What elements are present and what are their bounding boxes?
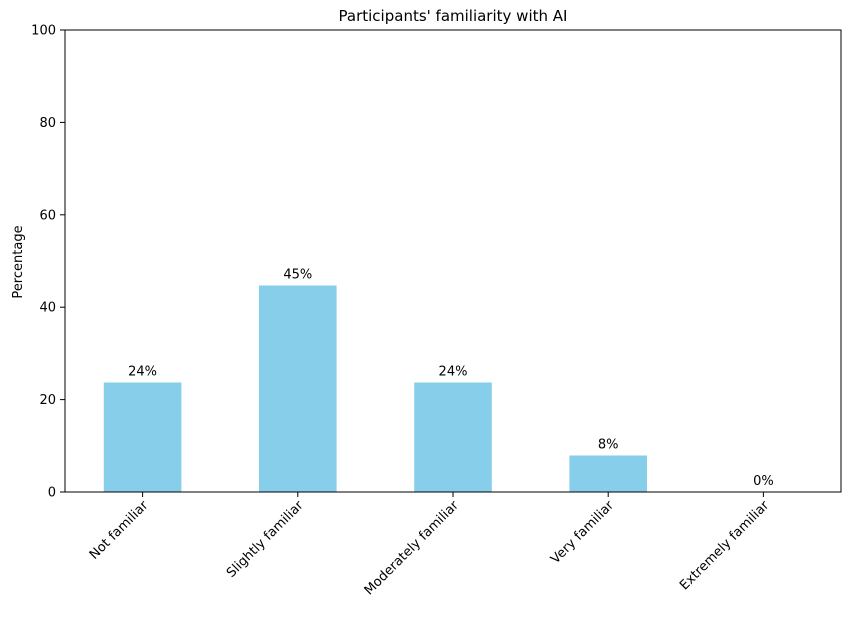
bars-group: 24% 45% 24% 8% 0% xyxy=(103,267,774,492)
data-label: 8% xyxy=(598,438,619,453)
data-label: 45% xyxy=(283,267,312,282)
x-tick-label: Slightly familiar xyxy=(224,498,307,581)
data-label: 24% xyxy=(128,365,157,380)
data-label: 24% xyxy=(439,365,468,380)
y-tick-label: 60 xyxy=(39,208,56,223)
chart-title: Participants' familiarity with AI xyxy=(339,7,568,25)
x-tick-label: Moderately familiar xyxy=(362,498,463,599)
y-axis-label: Percentage xyxy=(11,225,26,298)
y-tick-label: 100 xyxy=(31,24,56,39)
y-tick-label: 0 xyxy=(48,486,56,501)
data-label: 0% xyxy=(753,474,774,489)
y-tick-label: 20 xyxy=(39,393,56,408)
bar xyxy=(414,382,492,492)
plot-frame xyxy=(64,29,842,493)
y-tick-label: 40 xyxy=(39,301,56,316)
ticks-group: Not familiar Slightly familiar Moderately … xyxy=(31,24,773,599)
x-tick-label: Very familiar xyxy=(548,498,617,567)
x-tick-label: Not familiar xyxy=(87,498,152,563)
x-tick-label: Extremely familiar xyxy=(677,498,773,594)
bar xyxy=(103,382,182,492)
y-tick-label: 80 xyxy=(39,116,56,131)
bar xyxy=(569,455,647,492)
bar xyxy=(259,285,337,492)
